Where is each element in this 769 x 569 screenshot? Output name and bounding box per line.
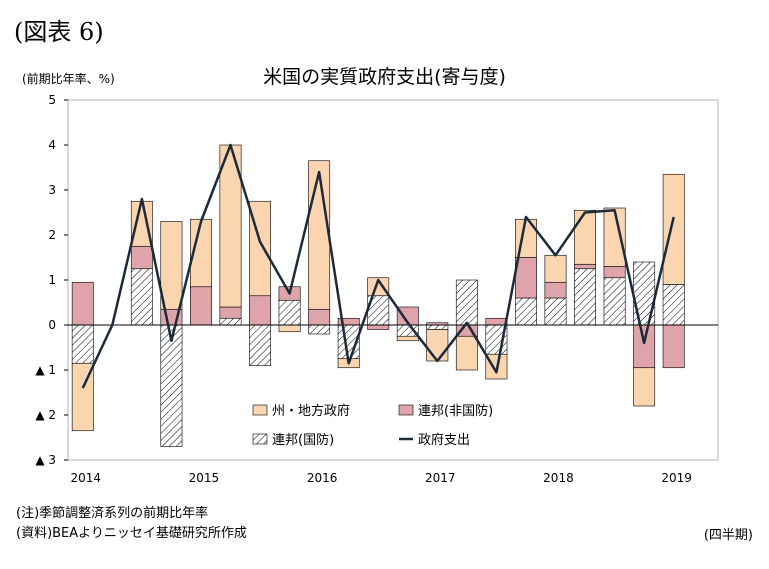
bar-state-local: [603, 207, 626, 267]
y-axis-unit-label: (前期比年率、%): [22, 72, 115, 86]
bar-federal-nondefense: [574, 263, 596, 270]
bar-federal-defense: [219, 317, 242, 326]
bar-federal-defense: [278, 299, 301, 326]
bar-federal-defense: [544, 297, 567, 326]
government-spending-line: [81, 143, 675, 389]
bar-state-local: [633, 367, 656, 407]
y-tick-label: ▲ 3: [35, 453, 56, 467]
bar-federal-nondefense: [633, 324, 656, 369]
bar-state-local: [308, 160, 331, 310]
bar-federal-defense: [160, 324, 183, 447]
bar-federal-nondefense: [130, 245, 153, 270]
x-tick-label: 2014: [70, 471, 101, 485]
legend-swatch-federal-defense: [252, 433, 268, 445]
bar-state-local: [396, 335, 419, 342]
footnote-source: (資料)BEAよりニッセイ基礎研究所作成: [16, 526, 247, 541]
legend-label-state-local: 州・地方政府: [272, 403, 350, 419]
bar-state-local: [544, 254, 567, 283]
legend-swatch-federal-nondefense: [398, 404, 414, 416]
bar-state-local: [662, 173, 685, 285]
bar-federal-defense: [515, 297, 537, 326]
legend-label-government-spending: 政府支出: [418, 433, 470, 448]
bar-state-local: [574, 209, 596, 265]
y-tick-label: 5: [48, 93, 56, 107]
y-axis: 5 4 3 2 1 0 ▲ 1 ▲ 2 ▲ 3: [35, 93, 68, 467]
x-tick-label: 2015: [189, 471, 220, 485]
footnote-note: (注)季節調整済系列の前期比年率: [16, 506, 209, 521]
y-tick-label: ▲ 2: [35, 408, 56, 422]
y-tick-label: 4: [48, 138, 56, 152]
bar-federal-nondefense: [219, 306, 242, 319]
x-tick-label: 2017: [425, 471, 456, 485]
bar-federal-nondefense: [515, 257, 537, 299]
x-tick-label: 2019: [661, 471, 692, 485]
bar-federal-nondefense: [308, 308, 331, 326]
bar-federal-defense: [71, 324, 94, 364]
x-axis: 2014 2015 2016 2017 2018 2019: [70, 471, 691, 485]
bar-state-local: [278, 324, 301, 333]
period-label: (四半期): [703, 528, 753, 543]
legend-swatch-state-local: [252, 404, 268, 416]
bar-federal-nondefense: [367, 324, 390, 330]
bar-federal-nondefense: [603, 266, 626, 279]
legend: 州・地方政府 連邦(非国防) 連邦(国防) 政府支出: [252, 403, 493, 448]
bar-federal-defense: [249, 324, 271, 366]
bar-federal-defense: [662, 284, 685, 326]
x-tick-label: 2016: [307, 471, 338, 485]
bar-federal-nondefense: [544, 281, 567, 299]
bar-federal-nondefense: [485, 317, 508, 326]
bar-federal-nondefense: [190, 286, 212, 326]
y-tick-label: 1: [48, 273, 56, 287]
bar-federal-defense: [426, 324, 449, 330]
legend-label-federal-defense: 連邦(国防): [272, 432, 334, 448]
bar-state-local: [71, 362, 94, 432]
chart-title: 米国の実質政府支出(寄与度): [263, 66, 506, 88]
bar-state-local: [160, 221, 183, 310]
legend-label-federal-nondefense: 連邦(非国防): [418, 403, 493, 419]
bar-federal-defense: [603, 277, 626, 326]
y-tick-label: 2: [48, 228, 56, 242]
figure-label: (図表 6): [14, 18, 104, 46]
bar-state-local: [455, 335, 478, 371]
bar-federal-defense: [130, 268, 153, 326]
y-tick-label: 0: [48, 318, 56, 332]
bar-federal-nondefense: [249, 295, 271, 326]
bar-federal-nondefense: [662, 324, 685, 369]
bar-federal-defense: [574, 268, 596, 326]
bar-federal-nondefense: [71, 281, 94, 326]
y-tick-label: 3: [48, 183, 56, 197]
bar-state-local: [426, 329, 449, 362]
bar-federal-defense: [308, 324, 331, 335]
y-tick-label: ▲ 1: [35, 363, 56, 377]
bar-federal-defense: [455, 279, 478, 326]
x-tick-label: 2018: [543, 471, 574, 485]
bar-series: [71, 144, 685, 447]
